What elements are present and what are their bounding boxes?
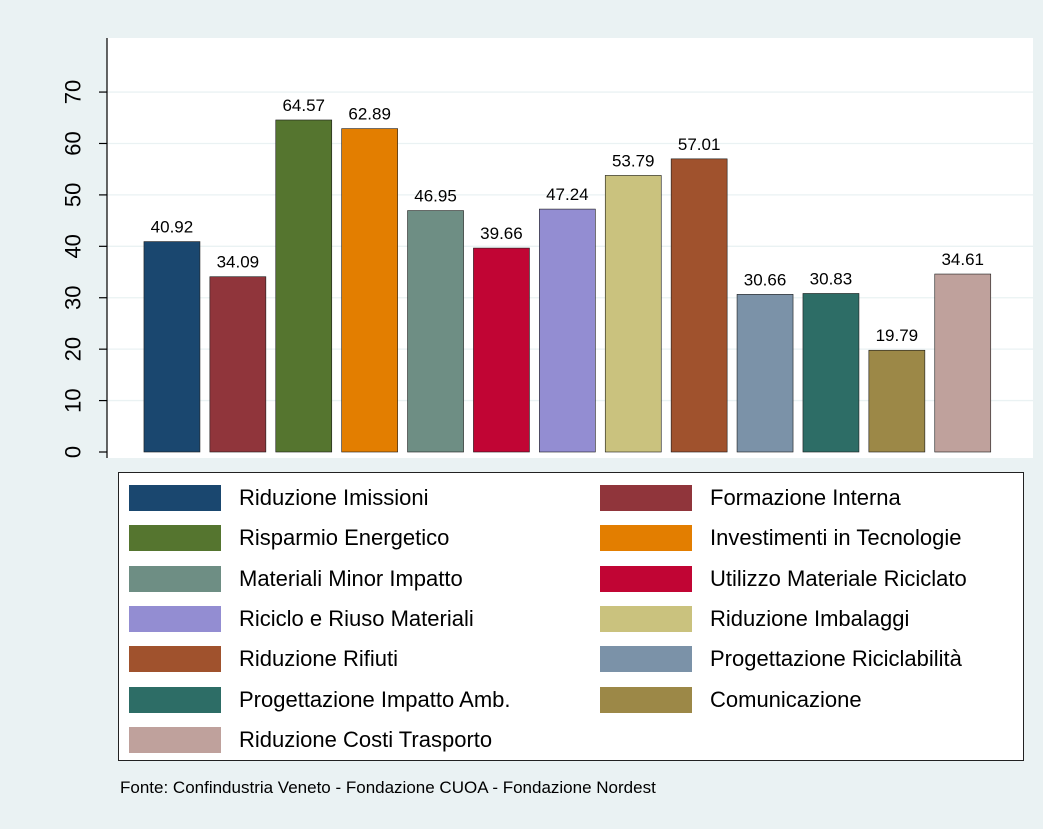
y-tick-label: 70 bbox=[61, 80, 86, 104]
legend-label: Riduzione Costi Trasporto bbox=[239, 726, 493, 752]
bar bbox=[341, 128, 398, 453]
y-tick-label: 0 bbox=[61, 446, 86, 458]
bar bbox=[275, 119, 333, 453]
legend-label: Formazione Interna bbox=[710, 485, 901, 510]
bar-value-label: 53.79 bbox=[612, 151, 655, 170]
y-tick-label: 10 bbox=[61, 388, 86, 412]
legend-item: Riciclo e Riuso Materiali bbox=[119, 599, 474, 639]
bar bbox=[407, 210, 464, 453]
legend-item: Progettazione Riciclabilità bbox=[590, 639, 962, 679]
bar bbox=[670, 158, 728, 453]
legend-item: Riduzione Costi Trasporto bbox=[119, 720, 492, 760]
legend-swatch bbox=[129, 646, 221, 673]
bar-value-label: 40.92 bbox=[151, 218, 194, 237]
legend-label: Comunicazione bbox=[710, 686, 862, 712]
bar-value-label: 47.24 bbox=[546, 185, 589, 204]
legend-label: Risparmio Energetico bbox=[239, 525, 450, 551]
legend-item: Progettazione Impatto Amb. bbox=[119, 680, 511, 720]
bar-value-label: 19.79 bbox=[876, 326, 919, 345]
bar bbox=[934, 273, 992, 453]
legend-label: Investimenti in Tecnologie bbox=[710, 525, 962, 551]
chart-legend: Riduzione Imissioni Formazione Interna Ris… bbox=[118, 472, 1024, 761]
bar bbox=[539, 208, 596, 453]
bar bbox=[868, 349, 926, 453]
bar-value-label: 46.95 bbox=[414, 187, 457, 206]
legend-item: Riduzione Rifiuti bbox=[119, 639, 398, 679]
legend-swatch bbox=[600, 565, 692, 592]
legend-item: Utilizzo Materiale Riciclato bbox=[590, 559, 967, 599]
bar-value-label: 57.01 bbox=[678, 135, 721, 154]
legend-swatch bbox=[129, 686, 221, 713]
legend-item: Riduzione Imbalaggi bbox=[590, 599, 909, 639]
bar bbox=[143, 241, 201, 453]
bar-value-label: 34.61 bbox=[941, 250, 984, 269]
legend-item: Risparmio Energetico bbox=[119, 518, 449, 558]
legend-item: Riduzione Imissioni bbox=[119, 478, 429, 518]
y-tick-label: 30 bbox=[61, 285, 86, 309]
legend-swatch bbox=[600, 646, 692, 673]
y-tick-label: 20 bbox=[61, 337, 86, 361]
bar bbox=[473, 247, 530, 453]
legend-label: Materiali Minor Impatto bbox=[239, 565, 463, 591]
legend-swatch bbox=[600, 605, 692, 632]
bar bbox=[736, 294, 794, 453]
legend-label: Riciclo e Riuso Materiali bbox=[239, 605, 474, 631]
legend-label: Riduzione Imbalaggi bbox=[710, 605, 910, 631]
y-tick-label: 50 bbox=[61, 183, 86, 207]
bar-value-label: 62.89 bbox=[348, 105, 391, 124]
legend-item: Investimenti in Tecnologie bbox=[590, 518, 962, 558]
legend-label: Utilizzo Materiale Riciclato bbox=[710, 565, 967, 591]
legend-item: Comunicazione bbox=[590, 680, 862, 720]
bar-value-label: 34.09 bbox=[217, 253, 260, 272]
bar-chart: 0 10 20 30 40 50 60 70 40.92 34.09 64.57 62.89 46.95… bbox=[61, 38, 1033, 458]
legend-swatch bbox=[129, 485, 221, 511]
bar bbox=[802, 293, 860, 453]
legend-label: Riduzione Rifiuti bbox=[239, 646, 398, 672]
y-tick-label: 40 bbox=[61, 234, 86, 258]
bar-value-label: 39.66 bbox=[480, 224, 523, 243]
legend-swatch bbox=[600, 686, 692, 713]
legend-label: Riduzione Imissioni bbox=[239, 485, 429, 510]
bar-value-label: 64.57 bbox=[282, 96, 325, 115]
source-note: Fonte: Confindustria Veneto - Fondazione… bbox=[120, 778, 656, 797]
bar-value-label: 30.66 bbox=[744, 270, 787, 289]
bar bbox=[209, 276, 267, 453]
legend-swatch bbox=[129, 525, 221, 552]
y-tick-label: 60 bbox=[61, 131, 86, 155]
bar-value-label: 30.83 bbox=[810, 269, 853, 288]
legend-swatch bbox=[600, 485, 692, 511]
legend-swatch bbox=[129, 726, 221, 753]
legend-label: Progettazione Impatto Amb. bbox=[239, 686, 511, 712]
legend-swatch bbox=[129, 565, 221, 592]
legend-swatch bbox=[600, 525, 692, 552]
legend-swatch bbox=[129, 605, 221, 632]
bar bbox=[604, 175, 662, 453]
legend-item: Materiali Minor Impatto bbox=[119, 559, 463, 599]
legend-label: Progettazione Riciclabilità bbox=[710, 646, 962, 672]
legend-item: Formazione Interna bbox=[590, 478, 901, 518]
